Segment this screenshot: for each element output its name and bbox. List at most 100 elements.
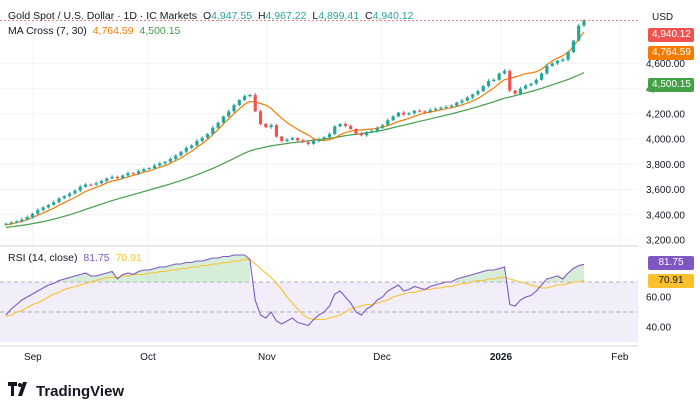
- candle: [25, 215, 29, 221]
- candle-body: [253, 94, 257, 112]
- price-tick-label: 4,600.00: [646, 59, 685, 70]
- candle: [301, 138, 305, 144]
- candle: [492, 78, 496, 82]
- candle-body: [444, 106, 448, 108]
- time-tick-label: Sep: [24, 352, 42, 363]
- candle: [158, 161, 162, 167]
- candle-body: [460, 100, 464, 103]
- rsi-line: [5, 254, 585, 327]
- close-value: 4,940.12: [372, 10, 414, 22]
- rsi-tick-label: 60.00: [646, 293, 671, 304]
- candle: [237, 99, 241, 107]
- candle-body: [280, 136, 284, 141]
- time-axis[interactable]: Sep Oct Nov Dec 2026 Feb: [24, 352, 629, 363]
- candle: [428, 108, 432, 114]
- last-price-box: 4,940.12: [648, 28, 694, 42]
- candle-body: [94, 183, 98, 185]
- candle: [290, 136, 294, 141]
- candle-body: [83, 184, 88, 187]
- candle: [317, 137, 321, 143]
- rsi-level-lines: [0, 281, 638, 313]
- candle-body: [428, 110, 432, 112]
- candle-body: [513, 90, 517, 94]
- candle: [471, 93, 475, 100]
- candle: [147, 167, 151, 170]
- candle-body: [211, 127, 215, 135]
- rsi-tick-label: 40.00: [646, 323, 671, 334]
- candle-body: [78, 186, 82, 191]
- candle-body: [386, 120, 390, 126]
- candle: [550, 61, 554, 67]
- ma-fast-line: [5, 31, 585, 226]
- candle-body: [497, 73, 501, 80]
- low-label: L: [312, 10, 319, 22]
- candle-body: [333, 126, 337, 135]
- candle: [476, 89, 480, 96]
- candle: [195, 138, 199, 147]
- ma-legend[interactable]: MA Cross (7, 30) 4,764.59 4,500.15: [8, 25, 183, 37]
- candle-body: [561, 59, 565, 61]
- candle-body: [476, 91, 480, 95]
- rsi-legend[interactable]: RSI (14, close) 81.75 70.91: [8, 252, 145, 264]
- candle: [460, 98, 464, 105]
- candle: [221, 115, 226, 125]
- candle-body: [25, 217, 29, 220]
- candle-body: [412, 110, 416, 114]
- candle-body: [571, 40, 575, 53]
- candle: [211, 125, 215, 136]
- candle-body: [89, 184, 93, 186]
- candle: [52, 200, 56, 206]
- candle: [577, 23, 581, 42]
- candle-body: [317, 139, 321, 141]
- candle-body: [322, 137, 326, 140]
- candle-body: [46, 204, 51, 208]
- price-tick-label: 3,200.00: [646, 236, 685, 247]
- candle-body: [243, 96, 247, 100]
- candle: [110, 175, 114, 180]
- candle: [73, 189, 77, 195]
- candle-body: [174, 155, 178, 160]
- candle: [99, 179, 104, 184]
- candle: [513, 89, 517, 95]
- candle-body: [306, 142, 310, 144]
- candle: [174, 154, 178, 161]
- candle-body: [327, 134, 332, 138]
- candle-body: [370, 130, 374, 133]
- rsi-price-box: 81.75: [648, 256, 694, 270]
- ma-slow-value: 4,500.15: [139, 25, 181, 37]
- candle-body: [136, 171, 141, 174]
- candle: [4, 222, 8, 226]
- candle: [391, 114, 395, 122]
- candle: [285, 137, 289, 143]
- candle-body: [99, 180, 104, 184]
- candle: [524, 84, 528, 90]
- price-tick-label: 3,800.00: [646, 160, 685, 171]
- candle-body: [550, 63, 554, 66]
- rsi-ma-price-box: 70.91: [648, 274, 694, 288]
- candle-body: [407, 113, 411, 115]
- candle: [333, 125, 337, 136]
- candle: [311, 138, 316, 145]
- candle-body: [62, 196, 66, 199]
- rsi-value: 81.75: [83, 252, 110, 264]
- candle: [105, 177, 109, 183]
- brand-footer[interactable]: TradingView: [8, 382, 124, 400]
- candle-body: [449, 105, 454, 107]
- candle: [126, 171, 130, 178]
- candle: [36, 208, 40, 215]
- ma-label: MA Cross (7, 30): [8, 25, 87, 37]
- candle-body: [296, 138, 300, 141]
- candle: [20, 217, 24, 223]
- candle: [190, 144, 194, 150]
- candle-body: [290, 138, 294, 140]
- ma-slow-series: [5, 72, 585, 228]
- candle-body: [471, 94, 475, 98]
- candle: [497, 72, 501, 82]
- candle: [205, 133, 210, 139]
- candle-body: [30, 213, 35, 218]
- high-label: H: [257, 10, 266, 22]
- candle-series[interactable]: [4, 19, 586, 226]
- candle-body: [105, 178, 109, 181]
- candle-body: [9, 222, 13, 224]
